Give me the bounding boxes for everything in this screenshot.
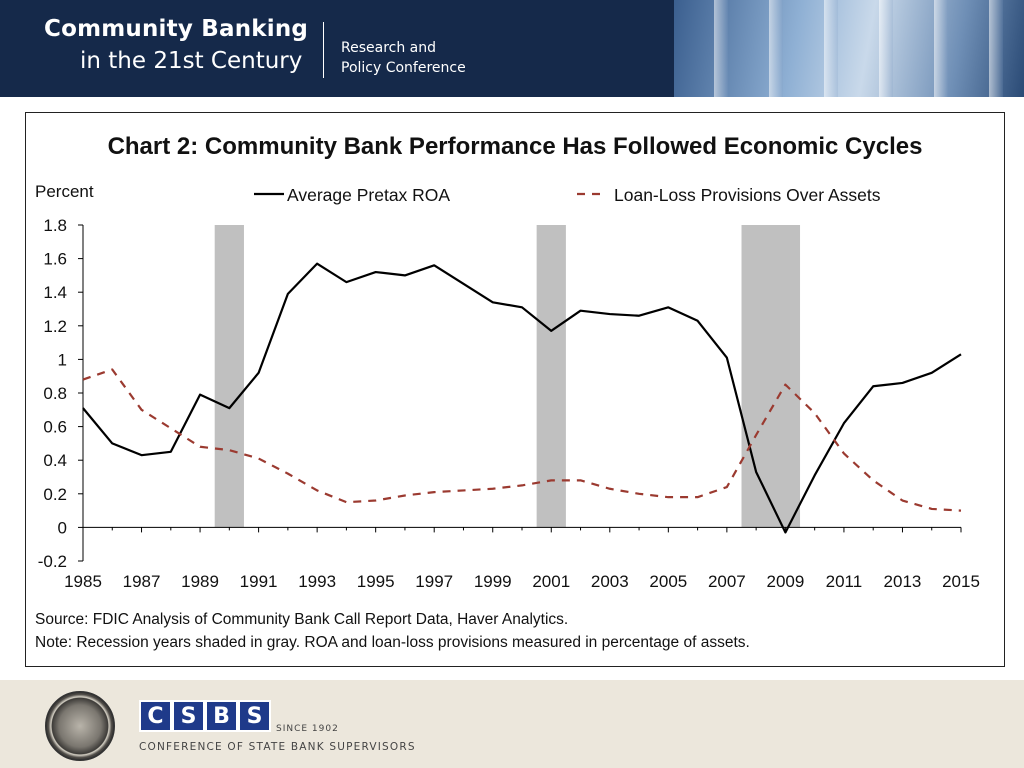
x-tick-label: 1993 [298,572,336,591]
csbs-letter: S [172,700,205,732]
x-tick-label: 2013 [884,572,922,591]
chart-title: Chart 2: Community Bank Performance Has … [107,133,923,160]
legend-label: Loan-Loss Provisions Over Assets [614,185,881,205]
conference-title-line2: in the 21st Century [80,48,303,74]
x-tick-label: 2005 [649,572,687,591]
y-tick-label: 0 [58,518,67,537]
legend-label: Average Pretax ROA [287,185,450,205]
x-tick-label: 1995 [357,572,395,591]
x-tick-label: 1989 [181,572,219,591]
recession-band [741,225,801,528]
conference-subtitle: Research and [341,40,437,56]
header-divider [323,22,324,78]
conference-subtitle-line2: Policy Conference [341,60,466,76]
y-axis-label: Percent [35,182,94,201]
x-tick-label: 2015 [942,572,980,591]
y-tick-label: 1 [58,350,67,369]
header-banner: Community Banking in the 21st Century Re… [0,0,1024,97]
csbs-since: SINCE 1902 [276,724,339,734]
x-tick-label: 2009 [766,572,804,591]
series-provisions-line [82,368,962,512]
csbs-full-name: CONFERENCE OF STATE BANK SUPERVISORS [139,741,416,753]
csbs-letter: S [238,700,271,732]
source-note: Source: FDIC Analysis of Community Bank … [35,611,569,628]
y-tick-label: 0.6 [43,418,67,437]
series-roa-line [82,262,962,534]
csbs-letter: B [205,700,238,732]
recession-band [536,225,566,528]
conference-title: Community Banking [44,16,309,42]
x-tick-label: 2011 [826,572,863,591]
x-tick-label: 1987 [123,572,161,591]
x-tick-label: 1999 [474,572,512,591]
x-tick-label: 1991 [240,572,278,591]
x-tick-label: 2001 [532,572,570,591]
y-tick-label: 1.4 [43,283,67,302]
y-tick-label: 1.2 [43,317,67,336]
y-tick-label: 1.8 [43,216,67,235]
x-tick-label: 1997 [415,572,453,591]
y-tick-label: 0.2 [43,485,67,504]
csbs-letter: C [139,700,172,732]
y-tick-label: 1.6 [43,250,67,269]
y-tick-label: 0.4 [43,451,67,470]
footer: C S B S SINCE 1902 CONFERENCE OF STATE B… [0,680,1024,768]
csbs-logo: C S B S [139,700,271,732]
recession-band [214,225,244,528]
recession-note: Note: Recession years shaded in gray. RO… [35,634,750,651]
chart-frame: Chart 2: Community Bank Performance Has … [25,112,1005,667]
x-tick-label: 2003 [591,572,629,591]
y-tick-label: -0.2 [38,552,67,571]
building-photo [674,0,1024,97]
x-tick-label: 2007 [708,572,746,591]
line-chart: -0.2 0 0.2 0.4 0.6 0.8 1 1.2 1.4 1.6 1.8 1985 1987 19… [35,182,980,591]
y-tick-label: 0.8 [43,384,67,403]
federal-reserve-seal-logo [45,691,115,761]
x-tick-label: 1985 [64,572,102,591]
